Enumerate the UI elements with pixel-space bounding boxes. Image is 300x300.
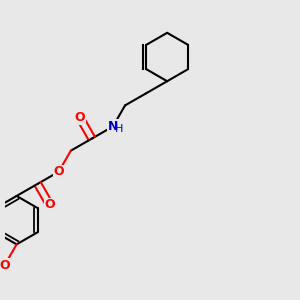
Text: O: O (53, 165, 64, 178)
Text: O: O (0, 259, 10, 272)
Text: O: O (74, 111, 85, 124)
Text: H: H (115, 124, 124, 134)
Text: N: N (108, 120, 118, 133)
Text: O: O (44, 198, 55, 212)
